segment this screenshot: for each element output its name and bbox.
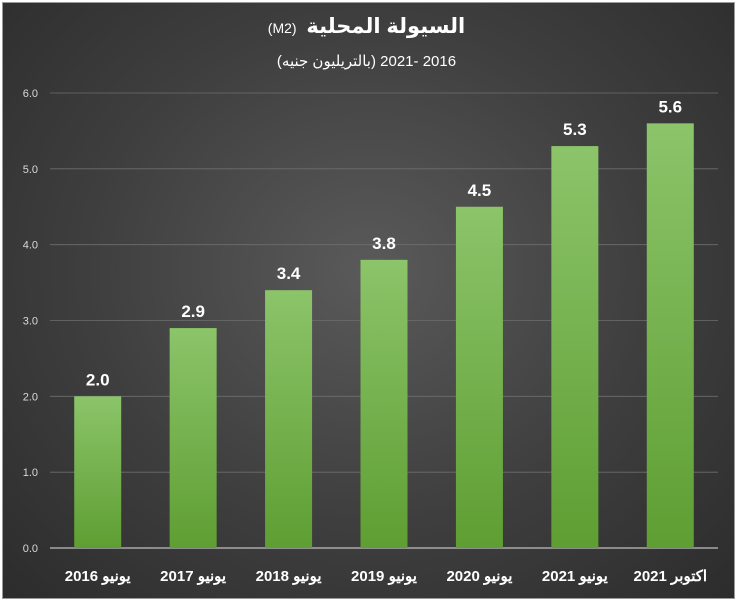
bar-value-label: 5.6 xyxy=(658,97,682,116)
category-label: يونيو 2017 xyxy=(160,568,226,585)
x-axis-labels: يونيو 2016 يونيو 2017 يونيو 2018 يونيو 2019… xyxy=(65,568,707,585)
y-tick-label: 2.0 xyxy=(23,391,38,403)
chart-title: السيولة المحلية (M2) xyxy=(0,14,733,39)
bars xyxy=(74,123,694,549)
title-text: السيولة المحلية xyxy=(306,15,466,38)
category-label: يونيو 2016 xyxy=(65,568,131,585)
bar-value-label: 4.5 xyxy=(468,181,492,200)
bar-value-label: 5.3 xyxy=(563,120,587,139)
bar xyxy=(74,396,122,548)
bar xyxy=(551,146,599,549)
bar xyxy=(265,290,313,548)
y-axis-ticks: 0.0 1.0 2.0 3.0 4.0 5.0 6.0 xyxy=(23,88,38,555)
category-label: يونيو 2020 xyxy=(446,568,512,585)
y-tick-label: 1.0 xyxy=(23,467,38,479)
chart-subtitle: 2016 -2021 (بالتريليون جنيه) xyxy=(276,53,457,70)
bar-value-label: 2.0 xyxy=(86,370,110,389)
data-labels: 2.0 2.9 3.4 3.8 4.5 5.3 5.6 xyxy=(86,97,682,389)
y-tick-label: 3.0 xyxy=(23,316,38,328)
bar xyxy=(169,328,217,548)
category-label: يونيو 2018 xyxy=(256,568,322,585)
y-tick-label: 0.0 xyxy=(23,543,38,555)
y-tick-label: 5.0 xyxy=(23,164,38,176)
bar xyxy=(646,123,694,548)
y-tick-label: 6.0 xyxy=(23,88,38,100)
bar-value-label: 3.8 xyxy=(372,234,396,253)
bar xyxy=(455,206,503,548)
category-label: يونيو 2021 xyxy=(542,568,608,585)
category-label: يونيو 2019 xyxy=(351,568,417,585)
category-label: اكتوبر 2021 xyxy=(633,568,707,585)
y-tick-label: 4.0 xyxy=(23,240,38,252)
bar-value-label: 3.4 xyxy=(277,264,301,283)
bar-value-label: 2.9 xyxy=(181,302,205,321)
bar xyxy=(360,259,408,548)
title-unit: (M2) xyxy=(267,20,297,36)
